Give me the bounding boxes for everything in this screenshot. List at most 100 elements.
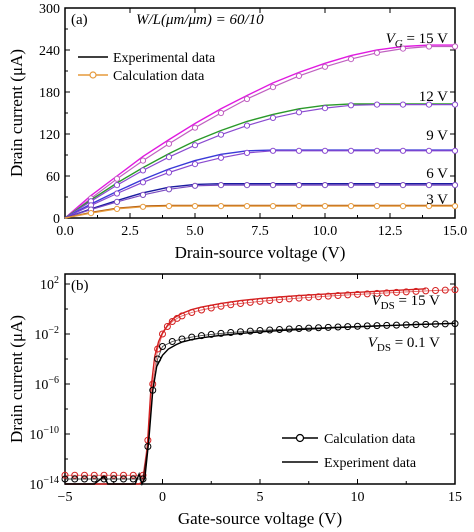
panel-a-calculated-point bbox=[451, 147, 459, 154]
panel-a-calculated-point bbox=[165, 203, 173, 210]
panel-a-series-label: VG = 15 V bbox=[386, 31, 449, 50]
panel-a-y-tick-label: 120 bbox=[39, 128, 60, 143]
panel-a-calculated-point bbox=[425, 182, 433, 189]
panel-b-calculated-point bbox=[276, 296, 283, 304]
panel-a-y-tick-label: 60 bbox=[46, 170, 60, 185]
panel-a-calculated-point bbox=[451, 182, 459, 189]
panel-a-calculated-point bbox=[139, 179, 147, 186]
panel-a-curves bbox=[64, 43, 459, 219]
panel-b-x-tick-label: 15 bbox=[448, 490, 462, 505]
panel-b-y-tick-label: 10−10 bbox=[29, 425, 59, 443]
panel-b-calculated-point bbox=[246, 327, 254, 335]
panel-b-calculated-point bbox=[71, 471, 79, 479]
panel-a-calculated-point bbox=[165, 140, 173, 147]
panel-a-calculated-point bbox=[139, 203, 147, 210]
panel-b-calculated-point bbox=[207, 304, 215, 312]
panel-a-calculated-point bbox=[373, 147, 381, 154]
panel-b-calculated-point bbox=[227, 329, 235, 336]
panel-b-series-label: VDS = 15 V bbox=[371, 293, 440, 312]
panel-b-calculated-point bbox=[324, 292, 332, 300]
panel-b-calculated-point bbox=[71, 475, 79, 483]
panel-b-y-tick-label: 10−14 bbox=[29, 475, 59, 493]
panel-a-experimental-line bbox=[64, 204, 455, 219]
panel-a-calculated-point bbox=[217, 109, 225, 117]
panel-b-calculated-point bbox=[256, 297, 264, 305]
panel-b-axis-ticks: −5 0 5 10 15 10−14 10−10 10−6 10−2 102 bbox=[29, 274, 462, 505]
panel-b-calculated-point bbox=[285, 325, 293, 333]
panel-b-calculated-point bbox=[149, 386, 157, 394]
panel-a-x-tick-label: 15.0 bbox=[443, 224, 468, 239]
panel-a-x-tick-label: 12.5 bbox=[378, 224, 403, 239]
panel-a-calculated-point bbox=[269, 147, 277, 154]
panel-a-calculated-point bbox=[295, 147, 303, 154]
panel-b-calculated-point bbox=[412, 287, 420, 295]
panel-a-calculated-point bbox=[217, 203, 225, 210]
panel-b-calculated-point bbox=[120, 471, 127, 479]
panel-a-calculated-line bbox=[64, 184, 455, 219]
panel-a-calculated-point bbox=[347, 147, 355, 154]
panel-b-calculated-point bbox=[324, 323, 332, 331]
panel-a-calculated-point bbox=[269, 84, 277, 91]
panel-b-calculated-point bbox=[354, 290, 361, 298]
panel-b-calculated-point bbox=[344, 323, 352, 331]
panel-b-calculated-point bbox=[295, 325, 303, 332]
panel-b-y-axis-label: Drain current (μA) bbox=[7, 315, 26, 443]
panel-a-y-tick-label: 180 bbox=[39, 86, 60, 101]
panel-b-calculated-point bbox=[159, 343, 166, 350]
panel-b-calculated-point bbox=[198, 306, 205, 314]
panel-a-calculated-point bbox=[295, 109, 303, 116]
panel-a-calculated-point bbox=[191, 203, 199, 210]
panel-b-calculated-point bbox=[363, 322, 371, 330]
panel-a-calculated-point bbox=[399, 147, 407, 154]
panel-b-calculated-point bbox=[276, 326, 283, 333]
panel-a-x-tick-label: 5.0 bbox=[186, 224, 204, 239]
panel-a-calculated-point bbox=[191, 142, 199, 149]
panel-a-x-tick-label: 0.0 bbox=[56, 224, 74, 239]
panel-a-y-tick-label: 0 bbox=[53, 212, 60, 227]
panel-b-calculated-point bbox=[441, 320, 449, 328]
panel-b-calculated-point bbox=[61, 475, 69, 483]
panel-a-calculated-point bbox=[191, 161, 199, 168]
panel-a-calculated-point bbox=[243, 182, 251, 189]
panel-a-calculated-point bbox=[373, 101, 381, 108]
panel-a-y-axis-label: Drain current (μA) bbox=[7, 49, 26, 177]
panel-a-calculated-point bbox=[451, 101, 459, 108]
panel-a-calculated-point bbox=[451, 203, 459, 210]
panel-a-calculated-point bbox=[113, 182, 121, 189]
panel-b-calculated-point bbox=[81, 471, 88, 479]
panel-a-calculated-line bbox=[64, 45, 455, 219]
panel-b-calculated-point bbox=[188, 309, 196, 316]
panel-a-legend-marker bbox=[89, 71, 97, 79]
panel-b-x-tick-label: 5 bbox=[257, 490, 264, 505]
panel-b-calculated-point bbox=[315, 324, 322, 332]
panel-b-legend-label: Calculation data bbox=[324, 432, 416, 447]
panel-b-calculated-point bbox=[129, 475, 137, 483]
panel-a-calculated-point bbox=[295, 72, 303, 80]
panel-a-calculated-point bbox=[243, 149, 251, 156]
panel-b-calculated-point bbox=[295, 294, 303, 302]
panel-b-calculated-point bbox=[246, 298, 254, 306]
panel-a-series-labels: VG = 15 V 12 V 9 V 6 V 3 V bbox=[386, 31, 449, 208]
panel-b-calculated-point bbox=[393, 288, 400, 296]
panel-a-x-tick-label: 10.0 bbox=[313, 224, 338, 239]
panel-b-calculated-point bbox=[363, 290, 371, 298]
panel-b-x-tick-label: −5 bbox=[58, 490, 73, 505]
panel-a-calculated-point bbox=[399, 182, 407, 189]
panel-b-calculated-point bbox=[159, 330, 166, 338]
panel-a-chart: (a) W/L(μm/μm) = 60/10 0.0 2.5 5.0 7.5 10.0 1… bbox=[7, 2, 467, 262]
panel-a-x-tick-label: 7.5 bbox=[251, 224, 269, 239]
panel-b-calculated-point bbox=[334, 292, 342, 299]
panel-a-experimental-line bbox=[64, 149, 455, 219]
panel-a-calculated-point bbox=[321, 105, 329, 112]
panel-b-y-tick-label: 10−6 bbox=[34, 375, 59, 393]
panel-a-calculated-point bbox=[347, 182, 355, 189]
panel-a-calculated-point bbox=[451, 43, 459, 50]
panel-a-calculated-point bbox=[139, 191, 147, 198]
panel-a-calculated-point bbox=[425, 147, 433, 154]
panel-a-calculated-point bbox=[243, 203, 251, 210]
panel-b-calculated-point bbox=[207, 330, 215, 338]
panel-a-experimental-line bbox=[64, 103, 455, 219]
panel-b-calculated-point bbox=[432, 320, 439, 328]
panel-b-series-labels: VDS = 15 V VDS = 0.1 V bbox=[368, 293, 440, 354]
